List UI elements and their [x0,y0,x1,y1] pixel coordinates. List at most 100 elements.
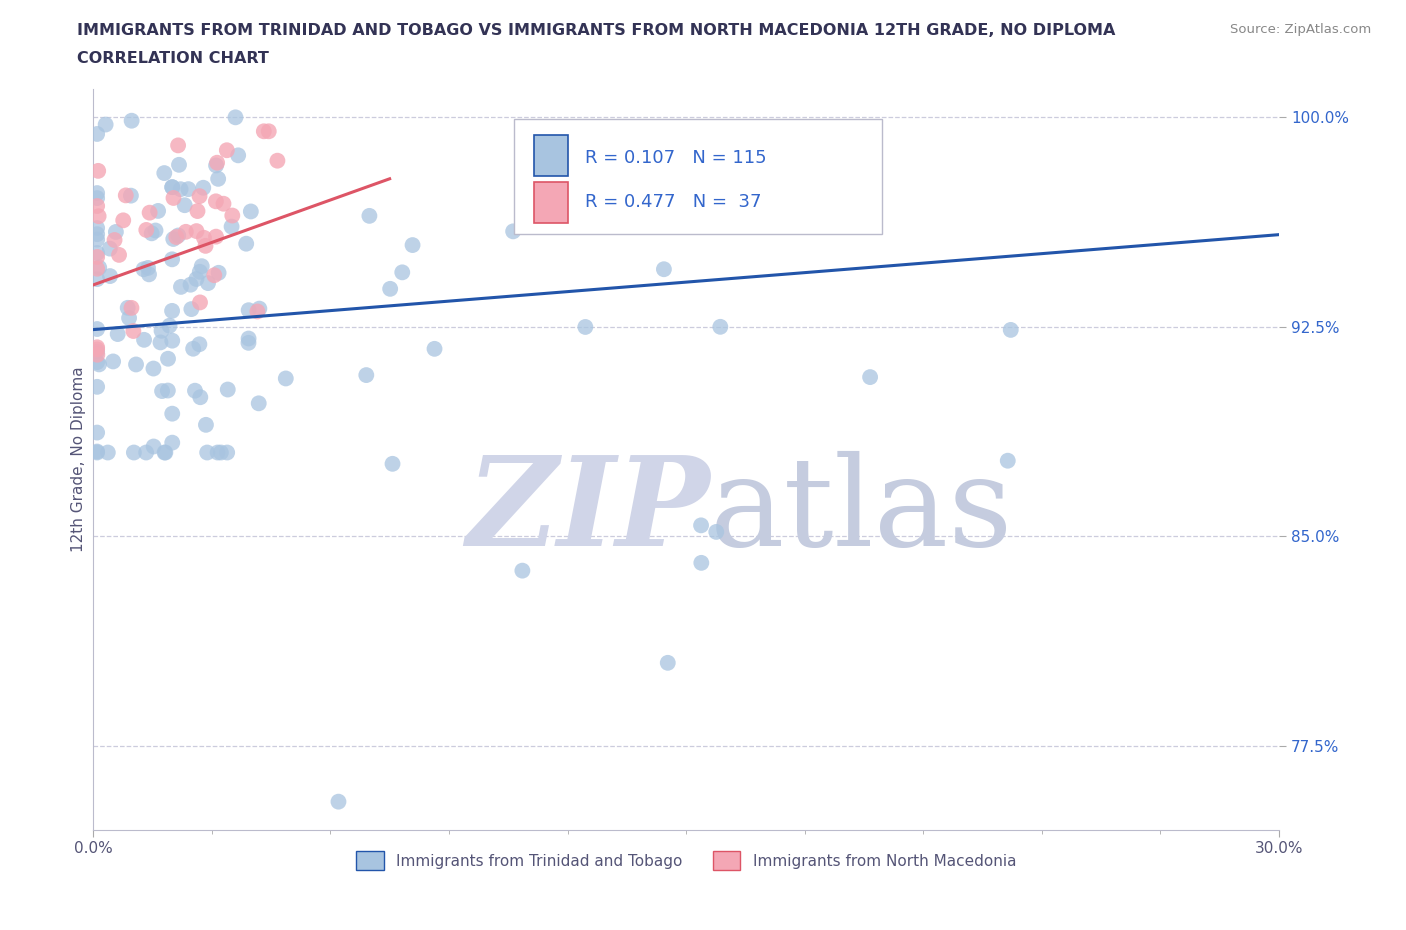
Point [86,354,108,369]
Point [188,337,211,352]
Point [690,555,713,570]
Point [162,179,184,194]
Point [150,324,173,339]
Point [86,272,108,286]
Point [221,219,243,234]
Point [157,352,180,366]
Point [86,191,108,206]
Point [153,445,176,460]
Point [207,171,229,186]
Point [205,193,228,208]
Point [89,260,111,275]
Point [162,179,184,194]
Point [97,445,120,460]
Point [86,186,108,201]
Point [188,390,211,405]
Point [235,236,257,251]
Point [86,379,108,394]
Y-axis label: 12th Grade, No Diploma: 12th Grade, No Diploma [72,366,86,552]
Point [86,261,108,276]
Point [381,457,404,472]
Point [114,188,136,203]
Point [135,222,157,237]
Point [194,418,217,432]
Point [155,445,177,460]
Point [86,126,108,141]
Point [205,158,228,173]
Point [167,138,190,153]
Point [224,110,246,125]
Point [188,295,211,310]
Point [162,191,184,206]
Point [162,406,184,421]
Point [512,564,534,578]
Point [359,208,381,223]
Point [266,153,288,168]
Text: R = 0.107   N = 115: R = 0.107 N = 115 [585,149,766,167]
Point [238,336,260,351]
Bar [534,135,568,176]
Point [103,232,125,247]
Legend: Immigrants from Trinidad and Tobago, Immigrants from North Macedonia: Immigrants from Trinidad and Tobago, Imm… [356,852,1017,870]
Point [107,326,129,341]
Point [205,229,228,244]
Point [239,204,262,219]
Point [121,300,143,315]
Point [86,246,108,260]
Text: CORRELATION CHART: CORRELATION CHART [77,51,269,66]
Point [704,525,727,539]
Point [274,371,297,386]
Point [87,164,110,179]
Point [169,181,191,196]
Point [184,383,207,398]
Point [162,232,184,246]
Text: ZIP: ZIP [465,450,710,572]
Point [146,204,169,219]
Point [165,230,187,245]
Point [502,224,524,239]
Point [138,267,160,282]
Point [212,196,235,211]
Point [186,272,208,286]
Point [652,261,675,276]
Point [257,124,280,139]
Point [217,445,239,460]
Point [186,204,208,219]
Point [177,181,200,196]
Point [247,396,270,411]
Point [98,269,121,284]
Point [657,656,679,671]
Point [86,344,108,359]
Point [215,143,238,158]
Point [136,260,159,275]
Point [253,124,276,139]
Point [122,445,145,460]
Point [118,311,141,325]
Point [150,384,173,399]
Point [209,445,232,460]
Point [859,369,882,384]
Point [162,435,184,450]
Point [135,445,157,460]
Point [1000,323,1022,338]
FancyBboxPatch shape [515,119,882,233]
Point [167,157,190,172]
Point [142,361,165,376]
Point [197,275,219,290]
Point [86,339,108,354]
Point [162,333,184,348]
Point [997,453,1019,468]
Point [159,318,181,333]
Point [132,262,155,277]
Point [690,518,713,533]
Point [180,301,202,316]
Point [238,331,260,346]
Point [160,252,183,267]
Point [574,320,596,335]
Point [180,277,202,292]
Point [98,241,121,256]
Point [194,238,217,253]
Point [86,227,108,242]
Point [202,268,225,283]
Point [87,357,110,372]
